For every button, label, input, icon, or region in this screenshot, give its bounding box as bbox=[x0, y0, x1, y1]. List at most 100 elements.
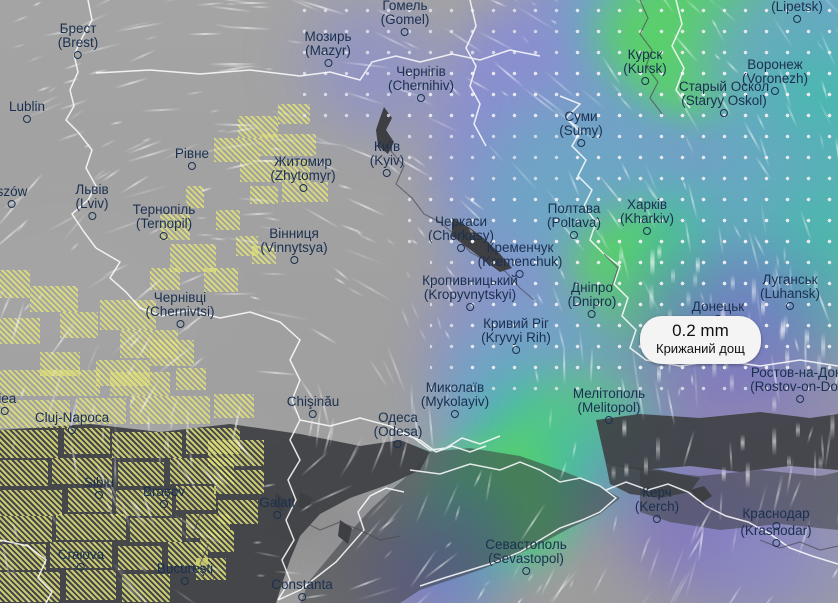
city-label[interactable]: Рівне bbox=[175, 147, 209, 170]
city-name-latin: (Staryy Oskol) bbox=[681, 92, 767, 108]
city-marker-icon bbox=[785, 301, 794, 310]
city-label[interactable]: Львів (Lviv) bbox=[75, 183, 109, 220]
city-marker-icon bbox=[324, 58, 332, 67]
warning-hatch-cell bbox=[60, 312, 98, 338]
city-marker-icon bbox=[159, 231, 168, 240]
warning-hatch-cell bbox=[0, 516, 52, 542]
city-marker-icon bbox=[297, 592, 306, 601]
city-name-local: Дніпро bbox=[571, 280, 613, 295]
city-label[interactable]: Харків (Kharkiv) bbox=[620, 198, 674, 235]
city-marker-icon bbox=[74, 50, 82, 59]
city-name-latin: Cluj-Napoca bbox=[34, 410, 110, 425]
warning-hatch-cell bbox=[100, 300, 156, 330]
warning-hatch-cell bbox=[250, 186, 278, 204]
city-label[interactable]: Lublin bbox=[9, 100, 45, 123]
city-marker-icon bbox=[792, 14, 801, 23]
city-name-latin: dea bbox=[0, 391, 17, 406]
city-label[interactable]: Мозирь (Mazyr) bbox=[304, 30, 352, 67]
warning-hatch-cell bbox=[150, 340, 194, 366]
city-label[interactable]: Одеса (Odesa) bbox=[374, 410, 422, 448]
warning-hatch-cell bbox=[238, 116, 278, 138]
city-marker-icon bbox=[516, 269, 524, 278]
city-name-latin: (Kyiv) bbox=[369, 152, 405, 168]
city-name-local: Севастополь bbox=[485, 537, 567, 552]
warning-hatch-cell bbox=[118, 462, 164, 486]
city-label[interactable]: Craiova bbox=[58, 548, 104, 571]
city-name-local: Курск bbox=[627, 47, 663, 62]
city-label[interactable]: Керч (Kerch) bbox=[635, 486, 679, 523]
city-label[interactable]: Мелітополь (Melitopol) bbox=[573, 387, 645, 424]
warning-hatch-cell bbox=[252, 246, 276, 264]
city-name-local: Ростов-на-Дону bbox=[750, 365, 838, 380]
city-marker-icon bbox=[77, 562, 85, 571]
city-name-latin: (Vinnytsya) bbox=[260, 239, 328, 255]
city-label[interactable]: Краснодар bbox=[742, 506, 810, 530]
city-label[interactable]: dea bbox=[0, 392, 16, 415]
city-label[interactable]: Київ (Kyiv) bbox=[369, 140, 405, 177]
warning-hatch-cell bbox=[30, 286, 78, 312]
city-name-local: Рівне bbox=[174, 146, 210, 161]
city-label[interactable]: Чернівці (Chernivtsi) bbox=[145, 291, 215, 328]
city-marker-icon bbox=[512, 345, 520, 354]
city-marker-icon bbox=[796, 394, 804, 403]
city-label[interactable]: Кременчук (Kremenchuk) bbox=[478, 241, 562, 278]
city-label[interactable]: (Krasnodar) bbox=[740, 523, 812, 547]
city-name-local: Старый Оскол bbox=[678, 79, 770, 94]
city-name-local: Одеса bbox=[378, 410, 418, 425]
city-label[interactable]: Braşov bbox=[143, 485, 185, 508]
warning-hatch-cell bbox=[170, 244, 216, 272]
warning-hatch-cell bbox=[0, 400, 70, 428]
city-label[interactable]: Житомир (Zhytomyr) bbox=[270, 155, 336, 192]
precipitation-tooltip[interactable]: 0.2 mm Крижаний дощ bbox=[640, 316, 761, 364]
city-marker-icon bbox=[652, 514, 661, 523]
city-name-latin: (Sumy) bbox=[559, 122, 603, 138]
city-name-latin: Sibiu bbox=[83, 475, 115, 490]
city-label[interactable]: Кропивницький (Kropyvnytskyi) bbox=[422, 274, 518, 311]
warning-hatch-cell bbox=[150, 268, 180, 290]
city-label[interactable]: Sibiu bbox=[84, 476, 114, 499]
city-label[interactable]: szów bbox=[0, 185, 27, 208]
city-label[interactable]: Cluj-Napoca bbox=[35, 411, 109, 434]
city-label[interactable]: Полтава (Poltava) bbox=[547, 202, 601, 239]
warning-hatch-cell bbox=[176, 368, 206, 390]
city-label[interactable]: Вінниця (Vinnytsya) bbox=[260, 227, 328, 264]
city-label[interactable]: Воронеж (Voronezh) bbox=[742, 58, 808, 95]
city-label[interactable]: Гомель (Gomel) bbox=[381, 0, 429, 36]
city-label[interactable]: Брест (Brest) bbox=[58, 22, 98, 59]
city-name-latin: Chişinău bbox=[286, 394, 340, 409]
city-label[interactable]: Суми (Sumy) bbox=[559, 110, 603, 147]
city-label[interactable]: Дніпро (Dnipro) bbox=[568, 280, 616, 318]
city-label[interactable]: Черкаси (Cherkasy) bbox=[428, 215, 494, 252]
city-name-local: Керч bbox=[642, 485, 672, 500]
city-marker-icon bbox=[771, 521, 780, 530]
city-name-latin: (Kharkiv) bbox=[619, 210, 675, 226]
warning-hatch-cell bbox=[122, 574, 170, 602]
city-label[interactable]: Bucureşti bbox=[157, 562, 213, 585]
city-label[interactable]: Ростов-на-Дону(Rostov-on-Don) bbox=[750, 366, 838, 403]
city-label[interactable]: Чернігів (Chernihiv) bbox=[388, 65, 454, 102]
warning-hatch-cell bbox=[176, 486, 216, 510]
city-marker-icon bbox=[570, 230, 578, 239]
city-label[interactable]: Курск (Kursk) bbox=[623, 48, 667, 85]
city-label[interactable]: Кривий Ріг (Kryvyi Rih) bbox=[481, 317, 551, 354]
city-name-latin: Bucureşti bbox=[156, 561, 214, 576]
city-label[interactable]: Galati bbox=[259, 496, 295, 519]
city-label[interactable]: Chişinău bbox=[286, 394, 340, 418]
warning-hatch-cell bbox=[216, 210, 240, 230]
city-label[interactable]: Севастополь (Sevastopol) bbox=[485, 538, 567, 575]
city-label[interactable]: Тернопіль (Ternopil) bbox=[133, 203, 195, 240]
city-marker-icon bbox=[88, 211, 96, 220]
city-label[interactable]: Луганськ (Luhansk) bbox=[760, 273, 820, 310]
city-label[interactable]: Миколаїв (Mykolayiv) bbox=[421, 381, 489, 418]
city-label[interactable]: Constanta bbox=[271, 578, 333, 601]
city-marker-icon bbox=[23, 114, 31, 123]
city-name-latin: Краснодар bbox=[742, 506, 810, 521]
city-label[interactable]: (Lipetsk) bbox=[771, 0, 823, 23]
city-name-latin: szów bbox=[0, 184, 28, 199]
city-name-latin: (Krasnodar) bbox=[740, 523, 812, 538]
city-name-latin: (Kursk) bbox=[623, 60, 667, 76]
city-name-latin: (Poltava) bbox=[546, 214, 602, 230]
city-name-latin: (Mazyr) bbox=[305, 42, 351, 58]
city-label[interactable]: Старый Оскол (Staryy Oskol) bbox=[679, 80, 769, 117]
